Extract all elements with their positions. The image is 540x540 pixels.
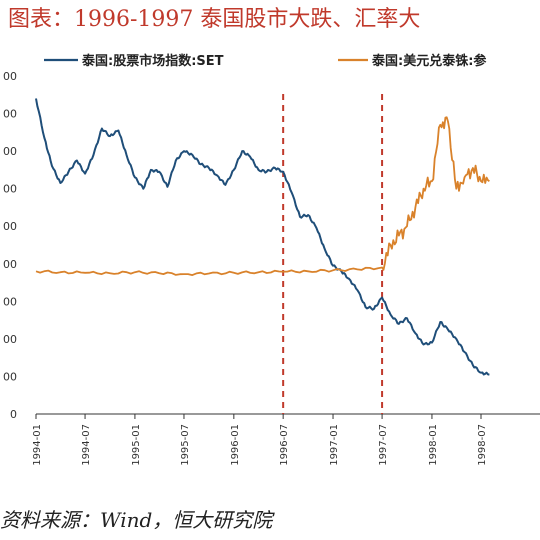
event-markers [282,94,384,414]
x-tick-label: 1996-07 [279,424,290,466]
y-tick-label: 00 [3,333,17,346]
x-tick-label: 1996-01 [230,424,241,466]
legend-label: 泰国:股票市场指数:SET [81,53,224,69]
source-note: 资料来源：Wind，恒大研究院 [0,508,273,532]
y-tick-label: 00 [3,145,17,158]
x-tick-label: 1997-01 [329,424,340,466]
y-tick-label: 00 [3,258,17,271]
x-tick-label: 1995-01 [131,424,142,466]
x-tick-label: 1998-07 [477,424,488,466]
x-tick-label: 1998-01 [428,424,439,466]
x-tick-label: 1997-07 [378,424,389,466]
legend-label: 泰国:美元兑泰铢:参 [371,53,487,69]
series-line [35,116,490,276]
y-tick-label: 00 [3,295,17,308]
x-axis: 1994-01 1994-07 1995-01 1995-07 1996-01 1996-… [32,413,540,466]
y-tick-label: 00 [3,108,17,121]
y-tick-label: 00 [3,70,17,83]
x-tick-label: 1994-01 [32,424,43,466]
chart-title: 图表：1996-1997 泰国股市大跌、汇率大 [8,7,421,32]
series-line [35,98,490,376]
y-tick-label: 00 [3,370,17,383]
y-tick-label: 00 [3,220,17,233]
series-lines [35,98,490,376]
y-tick-label: 0 [10,408,17,421]
y-tick-label: 00 [3,183,17,196]
legend: 泰国:股票市场指数:SET 泰国:美元兑泰铢:参 [44,53,487,69]
x-tick-label: 1995-07 [180,424,191,466]
x-tick-label: 1994-07 [81,424,92,466]
